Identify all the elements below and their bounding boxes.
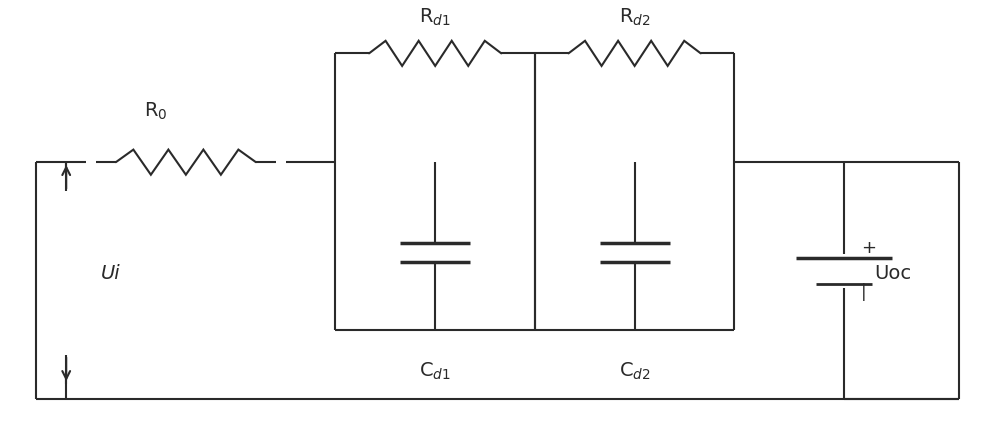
Text: +: +	[861, 239, 876, 257]
Text: C$_{d2}$: C$_{d2}$	[619, 361, 650, 382]
Text: R$_{d1}$: R$_{d1}$	[419, 7, 451, 28]
Text: |: |	[861, 283, 867, 301]
Text: R$_{d2}$: R$_{d2}$	[619, 7, 650, 28]
Text: Uoc: Uoc	[874, 264, 911, 283]
Text: Ui: Ui	[101, 264, 121, 283]
Text: R$_0$: R$_0$	[144, 101, 168, 122]
Text: C$_{d1}$: C$_{d1}$	[419, 361, 451, 382]
